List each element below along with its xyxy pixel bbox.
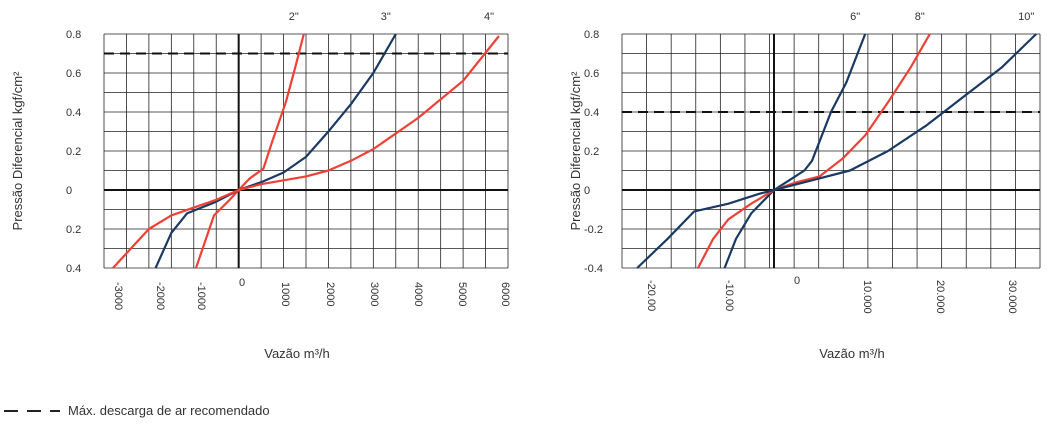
x-tick-label: 3000 — [368, 282, 380, 306]
y-tick-label: -0.2 — [584, 224, 603, 236]
series-line-1 — [697, 33, 931, 269]
series-line-0 — [723, 33, 867, 269]
x-axis-title: Vazão m³/h — [819, 346, 885, 361]
x-tick-label: 20.000 — [934, 280, 946, 314]
y-axis-title: Pressão Diferencial kgf/cm² — [568, 71, 583, 231]
chart-right: 6" 8" 10" 0.8 0.6 0.4 0.2 0 -0.2 -0.4 -20.00 -10.00… — [568, 11, 1041, 361]
chart-left: 2" 3" 4" 0.8 0.6 0.4 0.2 0 0.2 0.4 -3000 -2000 -1000… — [10, 11, 511, 361]
grid — [103, 33, 509, 269]
x-tick-label: 2000 — [324, 282, 336, 306]
legend: Máx. descarga de ar recomendado — [4, 403, 270, 418]
series-line-2 — [112, 35, 500, 269]
series-label: 4" — [484, 11, 494, 23]
series-label: 10" — [1018, 11, 1034, 23]
series-line-0 — [194, 33, 305, 269]
y-tick-label: 0.4 — [584, 107, 599, 119]
grid — [621, 33, 1041, 269]
y-tick-label: 0.6 — [584, 68, 599, 80]
y-tick-label: 0 — [66, 185, 72, 197]
x-tick-label: -20.00 — [645, 280, 657, 311]
y-tick-label: 0.4 — [66, 263, 81, 275]
x-axis-title: Vazão m³/h — [264, 346, 330, 361]
x-tick-label: 30.000 — [1006, 280, 1018, 314]
y-tick-label: 0.2 — [66, 146, 81, 158]
y-axis-title: Pressão Diferencial kgf/cm² — [10, 71, 25, 231]
series-line-1 — [154, 33, 397, 269]
y-tick-label: 0 — [584, 185, 590, 197]
y-tick-label: 0.8 — [66, 29, 81, 41]
series-label: 2" — [289, 11, 299, 23]
y-tick-label: 0.6 — [66, 68, 81, 80]
x-tick-label: -3000 — [112, 282, 124, 310]
y-tick-label: 0.4 — [66, 107, 81, 119]
x-tick-label: 0 — [239, 277, 245, 289]
y-tick-label: -0.4 — [584, 263, 603, 275]
x-tick-label: 10.000 — [861, 280, 873, 314]
x-tick-label: -2000 — [154, 282, 166, 310]
x-tick-label: -10.00 — [723, 280, 735, 311]
x-tick-label: 6000 — [499, 282, 511, 306]
y-tick-label: 0.8 — [584, 29, 599, 41]
series-label: 6" — [850, 11, 860, 23]
x-tick-label: 5000 — [456, 282, 468, 306]
legend-label: Máx. descarga de ar recomendado — [68, 403, 270, 418]
series-label: 3" — [381, 11, 391, 23]
series-line-2 — [636, 33, 1037, 269]
x-tick-label: -1000 — [195, 282, 207, 310]
x-tick-label: 0 — [794, 275, 800, 287]
x-tick-label: 1000 — [279, 282, 291, 306]
series-label: 8" — [915, 11, 925, 23]
x-tick-label: 4000 — [412, 282, 424, 306]
y-tick-label: 0.2 — [584, 146, 599, 158]
y-tick-label: 0.2 — [66, 224, 81, 236]
